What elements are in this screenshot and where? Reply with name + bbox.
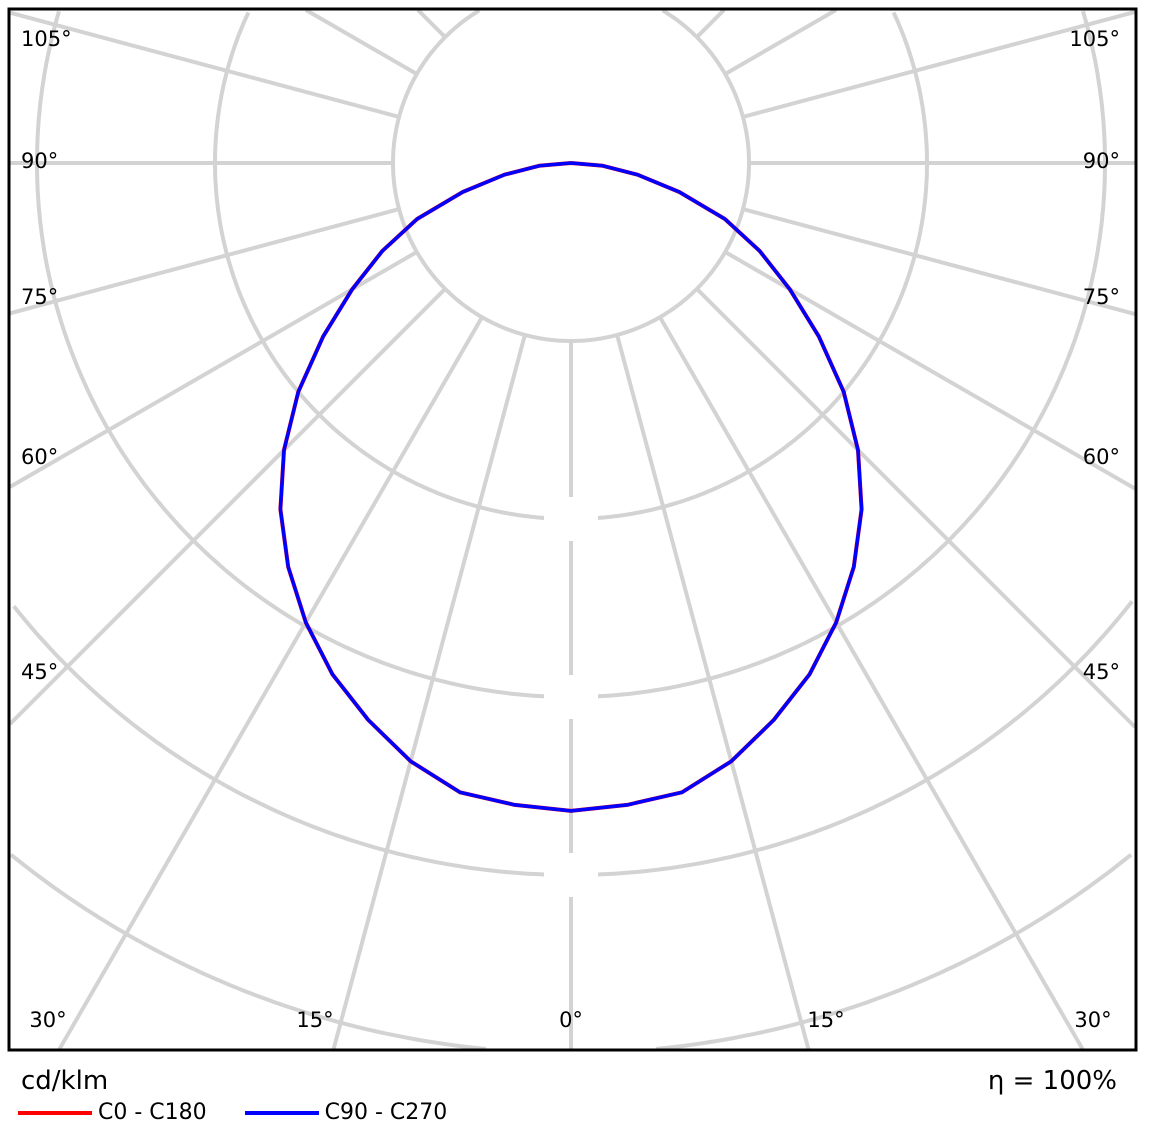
angle-label-right: 105°	[1069, 27, 1120, 51]
ring-gridline	[571, 10, 1107, 699]
radial-gridline	[416, 8, 447, 39]
efficiency-label: η = 100%	[987, 1066, 1117, 1096]
radial-gridline	[724, 250, 1137, 491]
ring-gridline	[571, 600, 1134, 877]
angle-label-right: 60°	[1083, 445, 1120, 469]
ring-gridline	[213, 11, 571, 521]
radial-gridline	[724, 8, 838, 76]
radial-gridline	[742, 9, 1136, 119]
ring-label-background	[544, 497, 598, 541]
angle-label-left: 105°	[21, 27, 72, 51]
legend-swatch-c0-c180	[18, 1110, 92, 1115]
ring-gridline	[9, 853, 486, 1051]
ring-gridline	[571, 11, 929, 521]
legend-label-c90-c270: C90 - C270	[324, 1100, 448, 1125]
legend: C0 - C180 C90 - C270	[18, 1100, 447, 1125]
radial-gridline	[9, 10, 400, 119]
angle-label-right: 75°	[1083, 285, 1120, 309]
radial-gridline	[695, 8, 726, 39]
angle-label-right: 90°	[1083, 149, 1120, 173]
angle-label-right: 45°	[1083, 660, 1120, 684]
angle-label-bottom: 15°	[296, 1008, 333, 1032]
ring-gridline	[571, 8, 751, 343]
ring-label-background	[544, 675, 598, 719]
ring-gridline	[656, 853, 1133, 1051]
angle-labels: 105° 90° 75° 60° 45° 105° 90° 75° 60° 45° 30° 15° 0°…	[21, 27, 1120, 1032]
ring-gridline	[12, 604, 571, 877]
ring-gridline	[391, 8, 571, 343]
angle-label-left: 60°	[21, 445, 58, 469]
radial-gridline	[331, 334, 527, 1050]
radial-gridline	[615, 334, 811, 1050]
radial-gridline	[9, 207, 400, 316]
radial-gridline	[304, 8, 418, 76]
angle-label-left: 90°	[21, 149, 58, 173]
angle-label-bottom: 30°	[29, 1008, 66, 1032]
angle-label-bottom: 30°	[1074, 1008, 1111, 1032]
series-curve-c90-c270	[278, 161, 864, 813]
radial-gridline	[658, 316, 1085, 1050]
radial-gridline	[57, 316, 484, 1050]
intensity-curves	[278, 161, 864, 813]
chart-frame	[7, 7, 1138, 1052]
angle-label-bottom: 0°	[559, 1008, 583, 1032]
legend-label-c0-c180: C0 - C180	[98, 1100, 207, 1125]
radial-gridline	[695, 287, 1137, 729]
angle-label-left: 75°	[21, 285, 58, 309]
unit-label: cd/klm	[21, 1066, 109, 1096]
radial-gridline	[742, 207, 1136, 317]
legend-swatch-c90-c270	[244, 1110, 319, 1115]
angle-label-bottom: 15°	[807, 1008, 844, 1032]
ring-gridline	[35, 10, 571, 699]
radial-gridline	[8, 287, 447, 726]
ring-label-background	[544, 853, 598, 897]
angle-label-left: 45°	[21, 660, 58, 684]
polar-grid	[8, 8, 1137, 1051]
